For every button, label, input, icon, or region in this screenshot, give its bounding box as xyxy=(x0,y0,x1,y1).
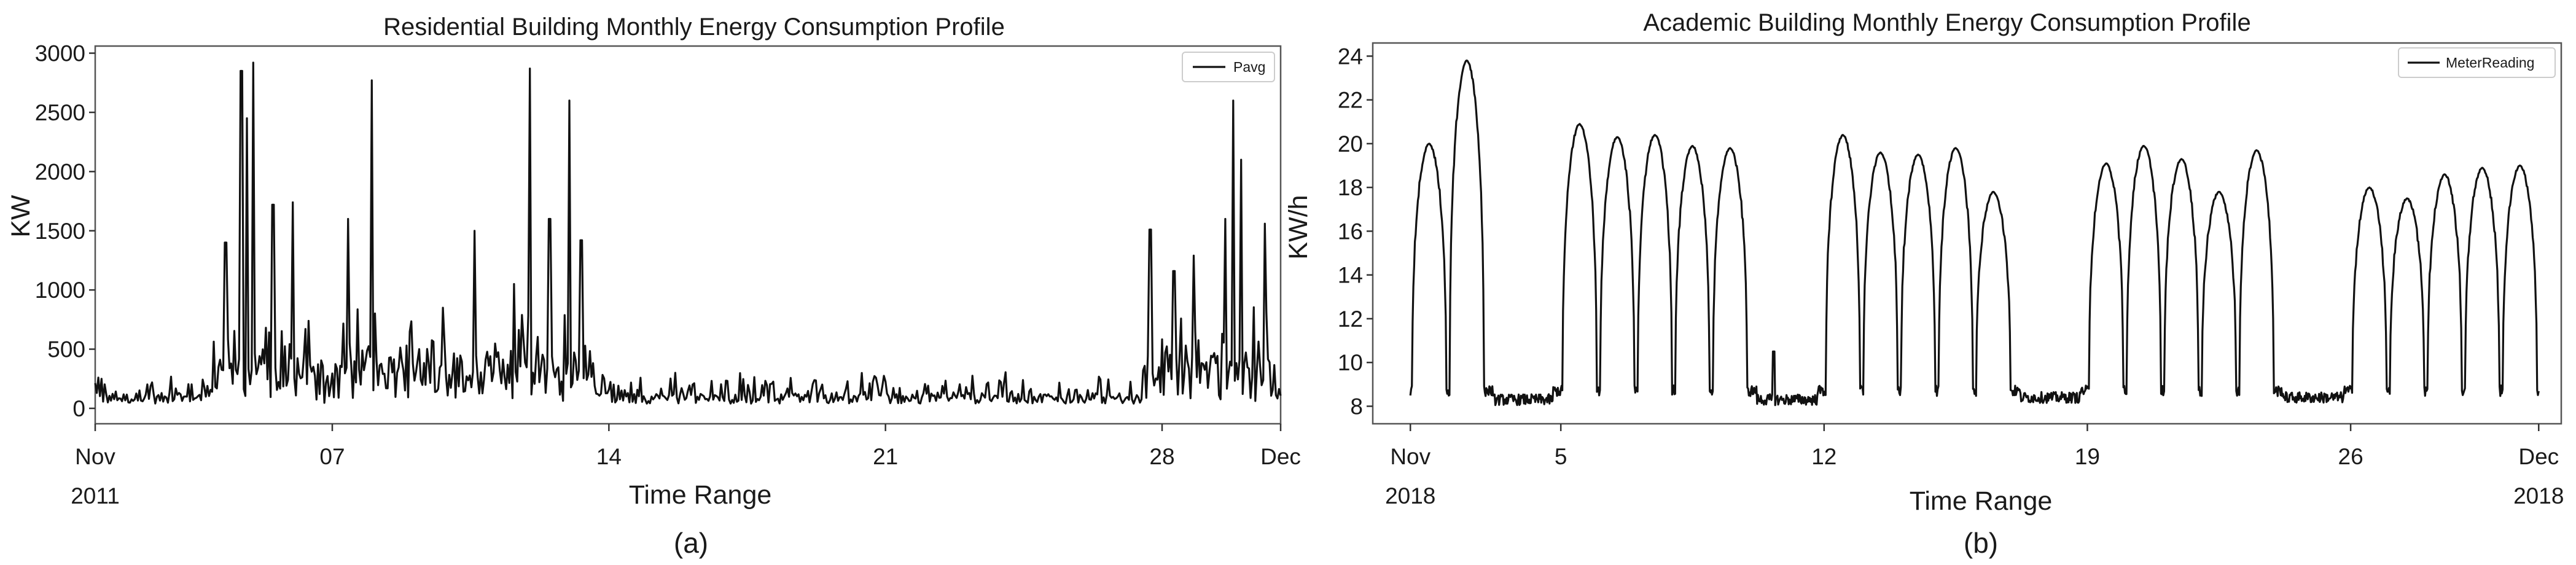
chart-b-xtick-label: 5 xyxy=(1555,444,1567,469)
chart-b-legend: MeterReading xyxy=(2398,47,2556,78)
chart-b-ytick-label: 12 xyxy=(1338,306,1363,332)
chart-b-plot-frame xyxy=(1372,42,2562,425)
chart-a-ytick-label: 2000 xyxy=(35,159,85,184)
chart-a-xlabel: Time Range xyxy=(629,480,772,510)
chart-a-ylabel: KW xyxy=(6,195,36,238)
chart-a-legend: Pavg xyxy=(1182,52,1275,82)
chart-a-xtick-label: Nov xyxy=(75,444,115,469)
chart-a-legend-box xyxy=(1182,52,1275,82)
chart-a-sublabel: (a) xyxy=(674,527,708,559)
chart-a-xtick-label: 28 xyxy=(1149,444,1174,469)
chart-a-series-pavg xyxy=(94,61,1282,405)
chart-a-ytick-label: 1000 xyxy=(35,278,85,303)
chart-b: Academic Building Monthly Energy Consump… xyxy=(1284,9,2564,559)
chart-b-title: Academic Building Monthly Energy Consump… xyxy=(1643,9,2250,36)
chart-b-xtick-label: Dec xyxy=(2518,444,2559,469)
chart-b-xtick-year: 2018 xyxy=(1385,483,1435,508)
chart-b-ytick-label: 18 xyxy=(1338,175,1363,200)
chart-b-ytick-label: 8 xyxy=(1350,394,1363,419)
chart-b-series-meterreading xyxy=(1409,59,2540,407)
chart-b-xlabel: Time Range xyxy=(1910,486,2053,516)
chart-a-legend-label: Pavg xyxy=(1233,59,1265,75)
chart-b-ytick-label: 22 xyxy=(1338,88,1363,113)
chart-a-ytick-label: 2500 xyxy=(35,100,85,125)
chart-b-legend-box xyxy=(2398,47,2556,78)
chart-a-xtick-label: 07 xyxy=(319,444,345,469)
chart-b-ytick-label: 16 xyxy=(1338,219,1363,244)
chart-a-title: Residential Building Monthly Energy Cons… xyxy=(383,14,1005,41)
chart-a-xtick-label: 21 xyxy=(873,444,898,469)
chart-b-ytick-label: 10 xyxy=(1338,350,1363,375)
chart-b-ytick-label: 24 xyxy=(1338,44,1363,69)
chart-a: Residential Building Monthly Energy Cons… xyxy=(6,14,1301,559)
chart-a-ytick-label: 500 xyxy=(47,337,85,362)
chart-a-xtick-year: 2011 xyxy=(71,483,120,508)
chart-b-ylabel: KW/h xyxy=(1284,195,1313,259)
chart-a-ytick-label: 3000 xyxy=(35,41,85,66)
chart-b-xtick-label: 19 xyxy=(2075,444,2100,469)
chart-b-xtick-label: Nov xyxy=(1390,444,1430,469)
chart-b-xtick-label: 26 xyxy=(2338,444,2363,469)
chart-b-xtick-year: 2018 xyxy=(2513,483,2564,508)
chart-a-ytick-label: 0 xyxy=(72,396,85,421)
chart-a-plot-frame xyxy=(94,45,1282,425)
chart-a-xtick-label: 14 xyxy=(596,444,622,469)
chart-b-ytick-label: 14 xyxy=(1338,263,1363,288)
chart-a-xtick-label: Dec xyxy=(1260,444,1301,469)
chart-b-sublabel: (b) xyxy=(1964,527,1998,559)
chart-a-ytick-label: 1500 xyxy=(35,219,85,244)
chart-b-ytick-label: 20 xyxy=(1338,131,1363,157)
chart-b-legend-label: MeterReading xyxy=(2446,55,2534,71)
chart-b-xtick-label: 12 xyxy=(1811,444,1836,469)
